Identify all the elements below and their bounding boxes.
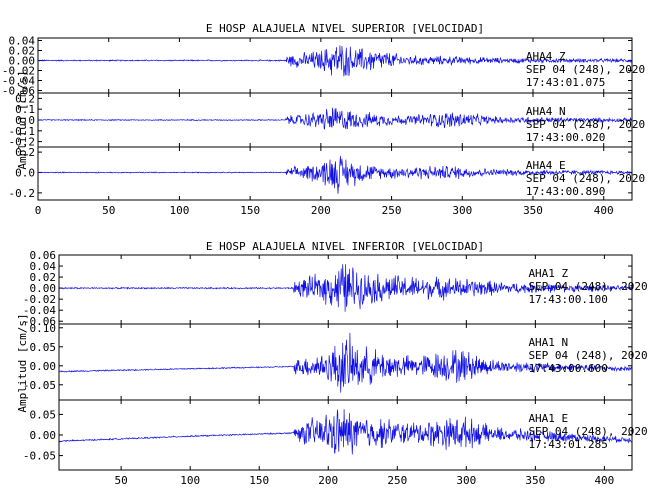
y-tick-label: 0.0 <box>15 114 35 127</box>
waveform-trace <box>58 332 632 393</box>
x-tick-label: 50 <box>102 204 115 217</box>
station-label: AHA1 Z <box>528 267 568 280</box>
date-label: SEP 04 (248), 2020 <box>526 63 645 76</box>
y-tick-label: -0.06 <box>23 315 56 328</box>
station-label: AHA4 N <box>526 105 566 118</box>
y-tick-label: 0.00 <box>30 429 57 442</box>
y-tick-label: 0.04 <box>9 35 36 48</box>
y-tick-label: -0.05 <box>23 450 56 463</box>
time-label: 17:43:01.285 <box>528 438 607 451</box>
y-tick-label: -0.04 <box>23 304 56 317</box>
x-tick-label: 400 <box>594 474 614 487</box>
date-label: SEP 04 (248), 2020 <box>528 349 647 362</box>
y-tick-label: 0.04 <box>30 260 57 273</box>
panel-frame <box>37 146 633 201</box>
group-inferior: E HOSP ALAJUELA NIVEL INFERIOR [VELOCIDA… <box>16 240 648 487</box>
time-label: 17:43:00.600 <box>528 362 607 375</box>
y-tick-label: 0.2 <box>15 146 35 159</box>
y-tick-label: 0.10 <box>30 322 57 335</box>
waveform-trace <box>58 264 633 312</box>
trace-panel: 0.060.040.020.00-0.02-0.04-0.06 AHA1 ZSEP… <box>23 249 648 328</box>
date-label: SEP 04 (248), 2020 <box>528 425 647 438</box>
station-label: AHA4 E <box>526 159 566 172</box>
station-label: AHA1 N <box>528 336 568 349</box>
time-label: 17:43:00.890 <box>526 185 605 198</box>
x-tick-label: 150 <box>240 204 260 217</box>
y-tick-label: 0.02 <box>30 271 57 284</box>
chart-title-inferior: E HOSP ALAJUELA NIVEL INFERIOR [VELOCIDA… <box>206 240 484 253</box>
group-superior: E HOSP ALAJUELA NIVEL SUPERIOR [VELOCIDA… <box>2 22 645 217</box>
y-tick-label: 0.00 <box>30 282 57 295</box>
date-label: SEP 04 (248), 2020 <box>528 280 647 293</box>
chart-title-superior: E HOSP ALAJUELA NIVEL SUPERIOR [VELOCIDA… <box>206 22 484 35</box>
x-tick-label: 50 <box>115 474 128 487</box>
station-label: AHA4 Z <box>526 50 566 63</box>
y-tick-label: -0.06 <box>2 85 35 98</box>
date-label: SEP 04 (248), 2020 <box>526 118 645 131</box>
y-axis-label-inferior: Amplitud [cm/s] <box>16 313 29 412</box>
x-tick-label: 250 <box>382 204 402 217</box>
y-tick-label: 0.00 <box>30 360 57 373</box>
waveform-trace <box>37 107 632 130</box>
waveform-trace <box>37 45 632 77</box>
time-label: 17:43:01.075 <box>526 76 605 89</box>
y-tick-label: 0.05 <box>30 408 57 421</box>
station-label: AHA1 E <box>528 412 568 425</box>
x-tick-label: 300 <box>456 474 476 487</box>
x-tick-label: 150 <box>249 474 269 487</box>
y-tick-label: -0.2 <box>9 136 36 149</box>
y-tick-label: 0.05 <box>30 341 57 354</box>
x-tick-label: 100 <box>180 474 200 487</box>
x-tick-label: 100 <box>169 204 189 217</box>
y-tick-label: 0.02 <box>9 45 36 58</box>
y-tick-label: -0.02 <box>23 293 56 306</box>
y-tick-label: 0.00 <box>9 55 36 68</box>
x-tick-label: 350 <box>523 204 543 217</box>
x-tick-label: 250 <box>387 474 407 487</box>
y-tick-label: 0.06 <box>30 249 57 262</box>
y-tick-label: 0.2 <box>15 92 35 105</box>
x-tick-label: 300 <box>452 204 472 217</box>
y-tick-label: -0.02 <box>2 65 35 78</box>
time-label: 17:43:00.020 <box>526 131 605 144</box>
y-tick-label: 0.0 <box>15 166 35 179</box>
y-tick-label: -0.04 <box>2 75 35 88</box>
waveform-trace <box>58 409 632 455</box>
y-tick-label: -0.05 <box>23 379 56 392</box>
x-tick-label: 200 <box>318 474 338 487</box>
y-tick-label: -0.2 <box>9 187 36 200</box>
x-tick-label: 200 <box>311 204 331 217</box>
x-tick-label: 350 <box>525 474 545 487</box>
waveform-trace <box>37 155 632 194</box>
y-axis-label-superior: Amplitud [cm/s] <box>16 70 29 169</box>
y-tick-label: 0.1 <box>15 103 35 116</box>
time-label: 17:43:00.100 <box>528 293 607 306</box>
date-label: SEP 04 (248), 2020 <box>526 172 645 185</box>
x-tick-label: 0 <box>35 204 42 217</box>
x-tick-label: 400 <box>594 204 614 217</box>
y-tick-label: -0.1 <box>9 125 36 138</box>
